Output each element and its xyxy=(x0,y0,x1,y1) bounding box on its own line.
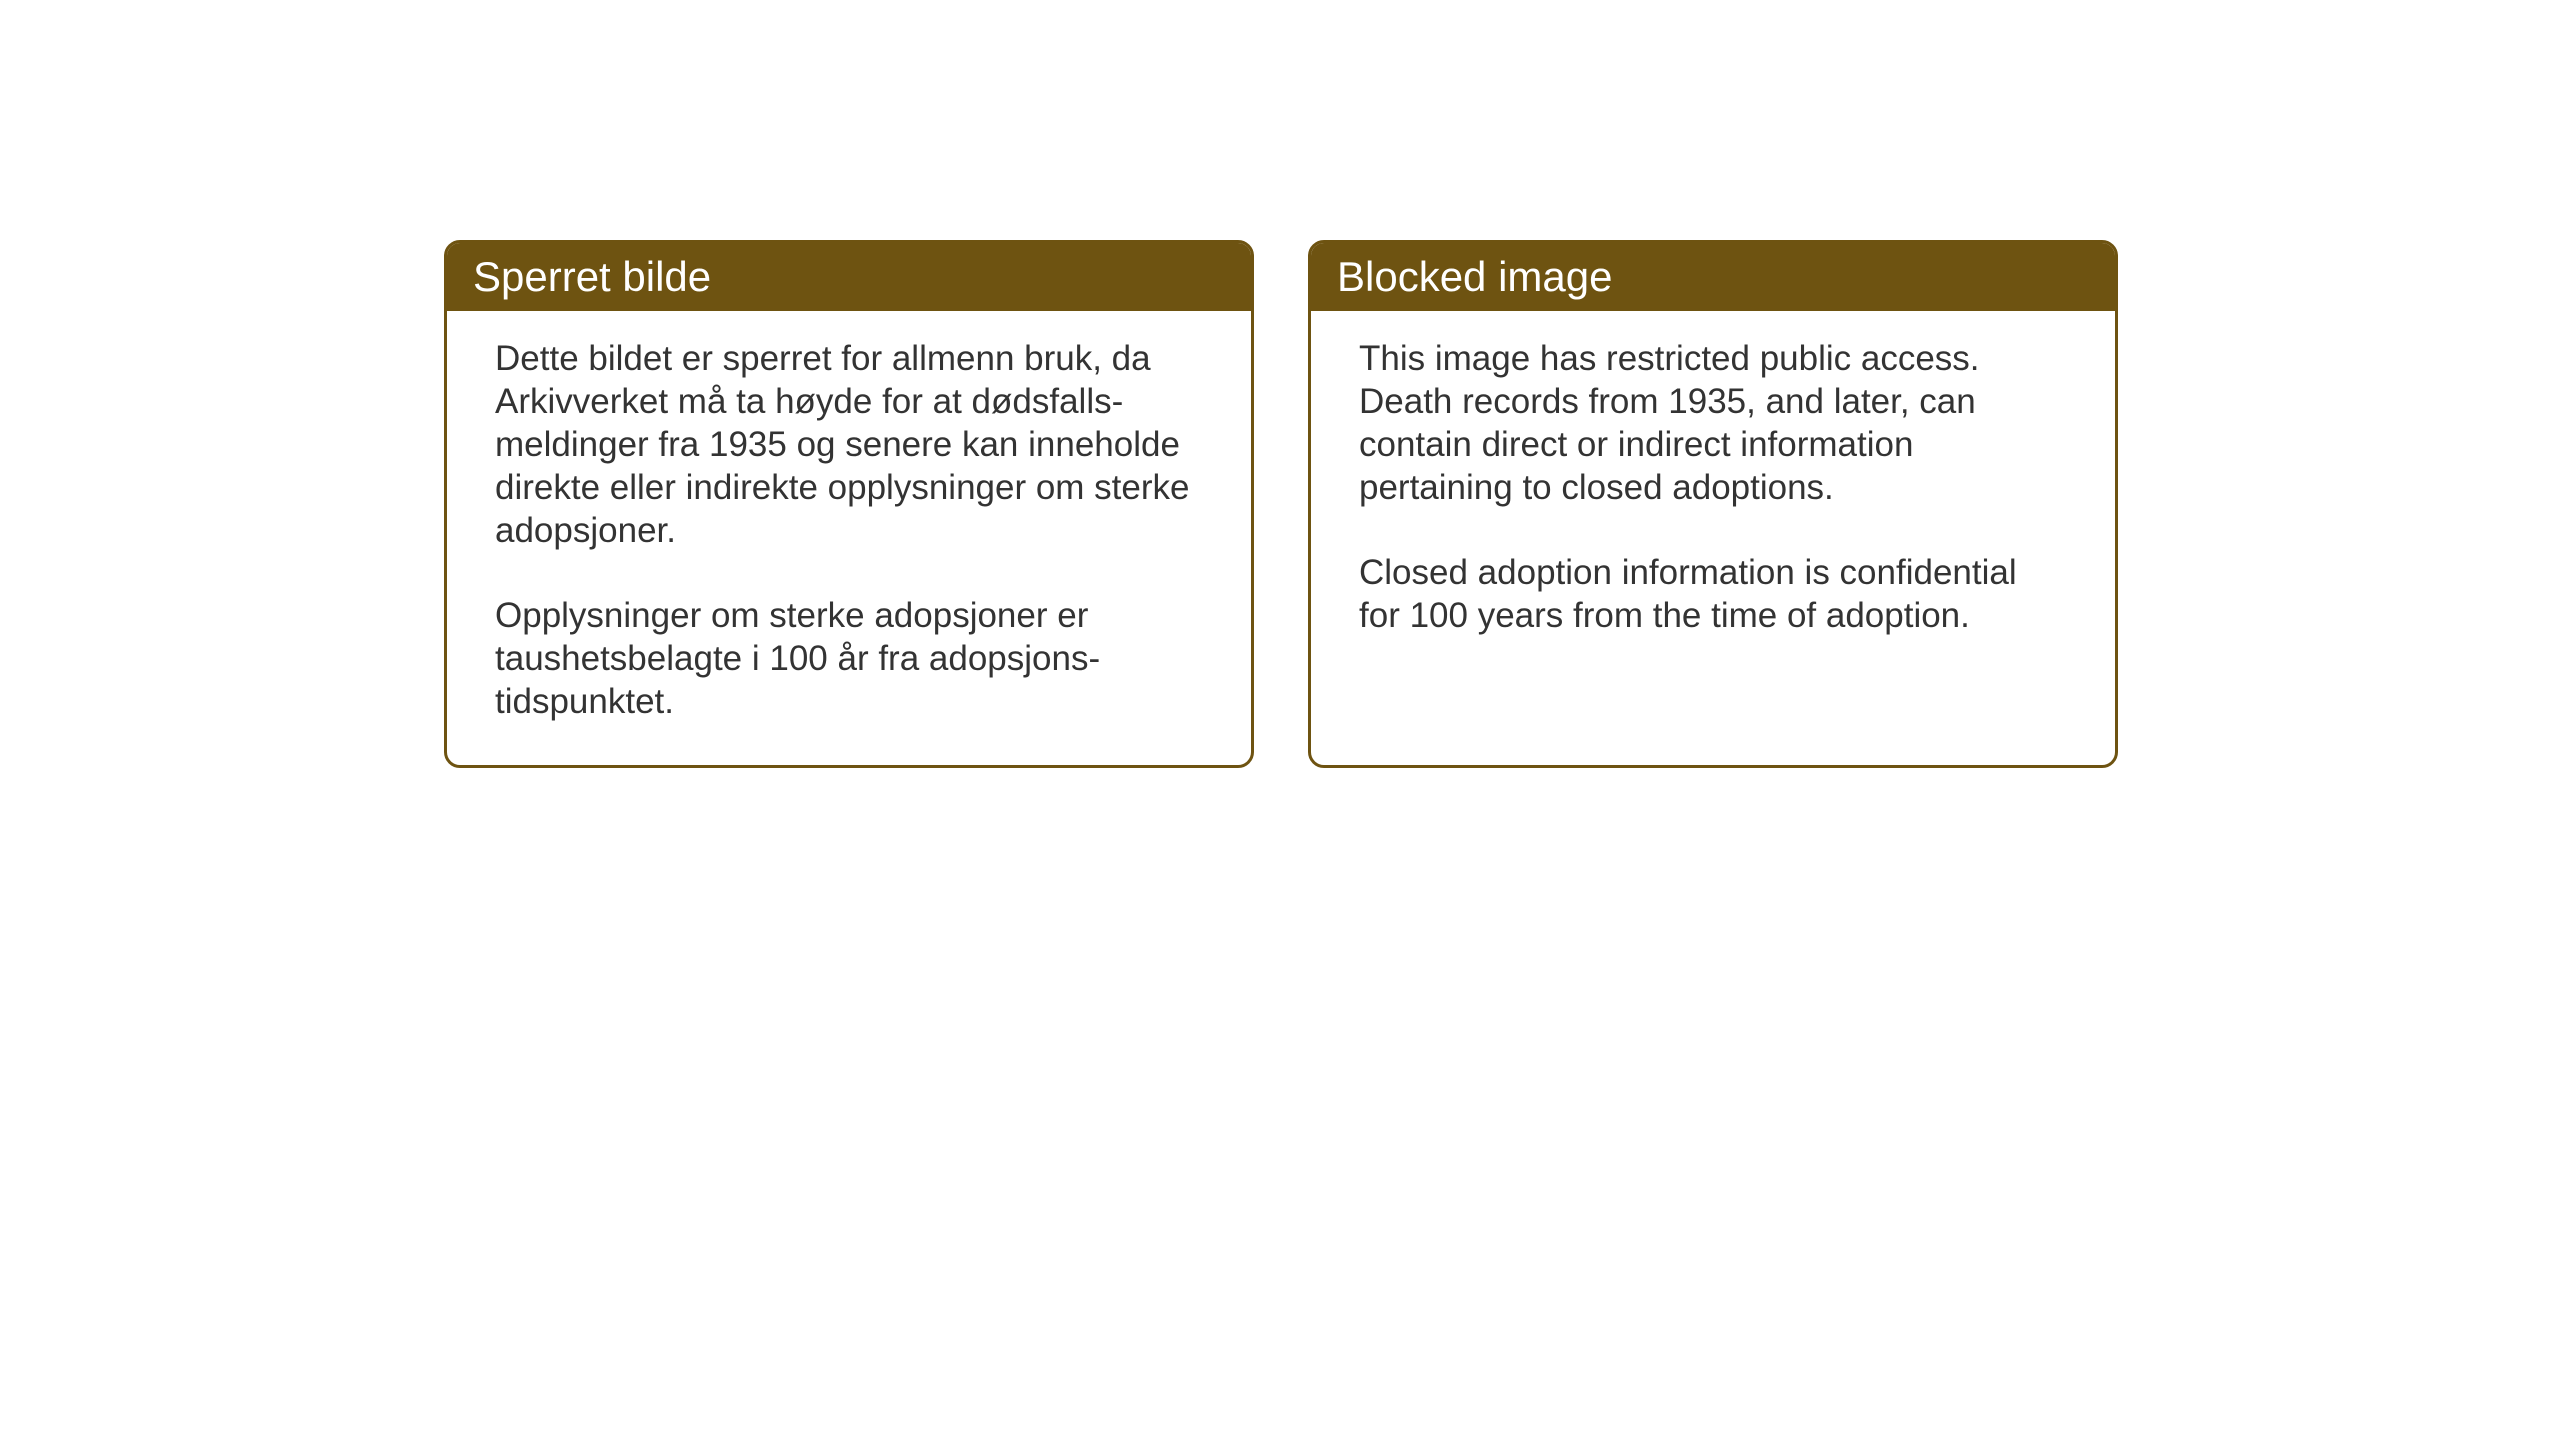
norwegian-card-body: Dette bildet er sperret for allmenn bruk… xyxy=(447,311,1251,765)
english-card-body: This image has restricted public access.… xyxy=(1311,311,2115,711)
english-paragraph-2: Closed adoption information is confident… xyxy=(1359,551,2067,637)
norwegian-card: Sperret bilde Dette bildet er sperret fo… xyxy=(444,240,1254,768)
norwegian-paragraph-1: Dette bildet er sperret for allmenn bruk… xyxy=(495,337,1203,552)
norwegian-paragraph-2: Opplysninger om sterke adopsjoner er tau… xyxy=(495,594,1203,723)
norwegian-card-title: Sperret bilde xyxy=(447,243,1251,311)
english-card-title: Blocked image xyxy=(1311,243,2115,311)
cards-container: Sperret bilde Dette bildet er sperret fo… xyxy=(444,240,2118,768)
english-paragraph-1: This image has restricted public access.… xyxy=(1359,337,2067,509)
english-card: Blocked image This image has restricted … xyxy=(1308,240,2118,768)
